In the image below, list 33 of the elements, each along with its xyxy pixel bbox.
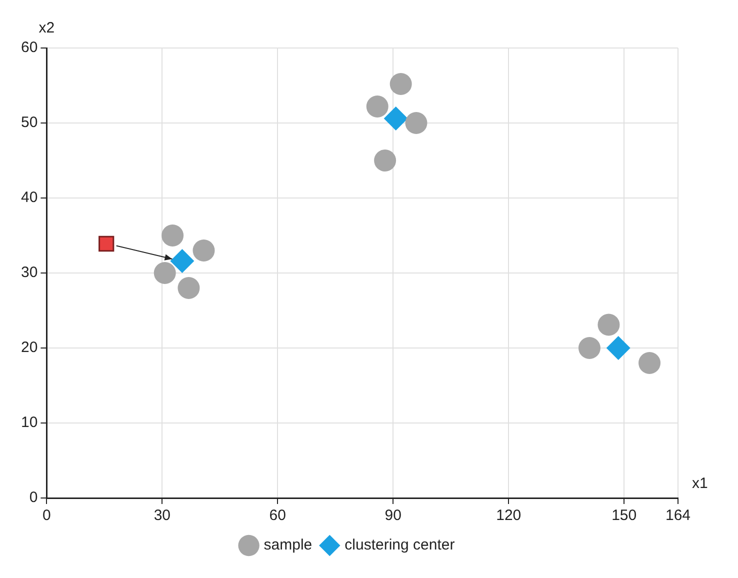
point	[162, 224, 184, 246]
x-tick-label: 30	[154, 507, 171, 524]
y-axis-title: x2	[38, 20, 55, 37]
point	[390, 73, 412, 95]
point	[374, 150, 396, 172]
y-tick-label: 30	[20, 264, 38, 282]
point	[598, 314, 620, 336]
point	[178, 277, 200, 299]
point	[578, 337, 600, 359]
point	[170, 249, 194, 273]
x-tick-label: 0	[42, 507, 51, 524]
point	[192, 240, 215, 262]
y-tick-label: 20	[20, 339, 38, 356]
point	[154, 262, 176, 284]
point	[606, 336, 630, 360]
y-tick-label: 40	[20, 189, 38, 206]
x-axis-title: x1	[692, 475, 708, 492]
y-tick-label: 10	[20, 414, 38, 432]
point	[98, 236, 114, 252]
point	[384, 106, 408, 130]
x-tick-label: 60	[269, 507, 286, 524]
y-tick-label: 0	[29, 489, 38, 506]
point	[405, 112, 428, 134]
point	[638, 352, 661, 374]
point	[366, 96, 388, 118]
y-tick-label: 50	[20, 114, 38, 132]
x-tick-label: 90	[384, 507, 402, 524]
x-tick-label: 150	[612, 507, 637, 524]
legend-label: clustering center	[344, 536, 455, 554]
x-tick-label: 120	[496, 507, 522, 524]
legend-label: sample	[264, 536, 312, 554]
y-tick-label: 60	[20, 39, 38, 56]
x-tick-label: 164	[665, 507, 691, 524]
